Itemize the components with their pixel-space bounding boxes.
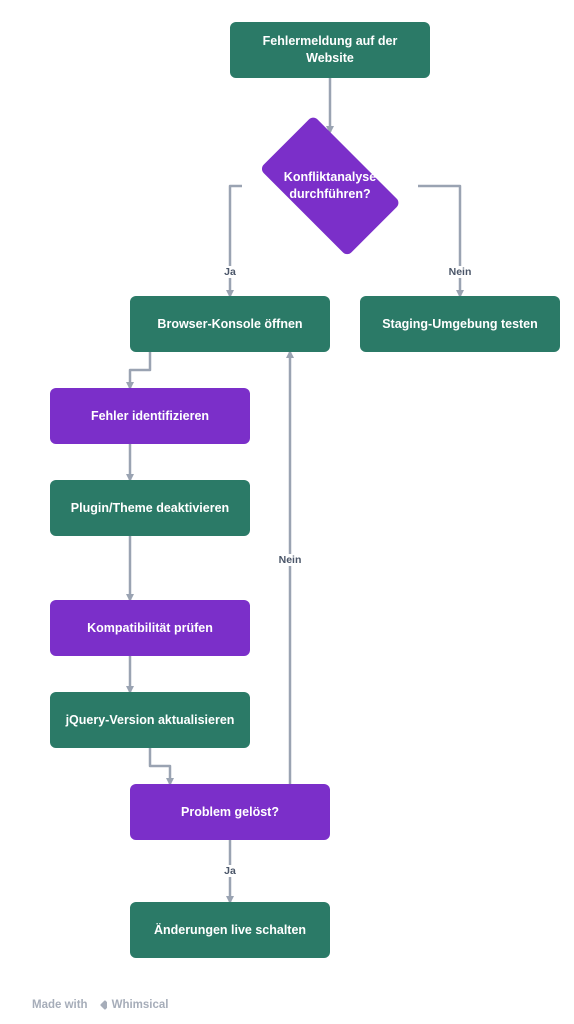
watermark: Made with Whimsical <box>32 998 168 1012</box>
node-n3: Browser-Konsole öffnen <box>130 296 330 352</box>
node-n1: Fehlermeldung auf der Website <box>230 22 430 78</box>
node-n10: Änderungen live schalten <box>130 902 330 958</box>
edge-n2-n3 <box>230 186 242 296</box>
edge-n8-n9 <box>150 748 170 784</box>
edge-label-n9-n10: Ja <box>222 865 238 877</box>
edge-label-n2-n4: Nein <box>447 266 474 278</box>
edge-label-n9-n3: Nein <box>277 554 304 566</box>
edge-label-n2-n3: Ja <box>222 266 238 278</box>
node-n5: Fehler identifizieren <box>50 388 250 444</box>
node-n6: Plugin/Theme deaktivieren <box>50 480 250 536</box>
watermark-prefix: Made with <box>32 999 88 1011</box>
node-n7: Kompatibilität prüfen <box>50 600 250 656</box>
edge-n2-n4 <box>418 186 460 296</box>
node-n4: Staging-Umgebung testen <box>360 296 560 352</box>
diamond-label: Konfliktanalysedurchführen? <box>284 169 376 203</box>
whimsical-icon <box>93 998 107 1012</box>
node-n9: Problem gelöst? <box>130 784 330 840</box>
node-n8: jQuery-Version aktualisieren <box>50 692 250 748</box>
watermark-brand: Whimsical <box>112 999 169 1011</box>
edge-n3-n5 <box>130 352 150 388</box>
